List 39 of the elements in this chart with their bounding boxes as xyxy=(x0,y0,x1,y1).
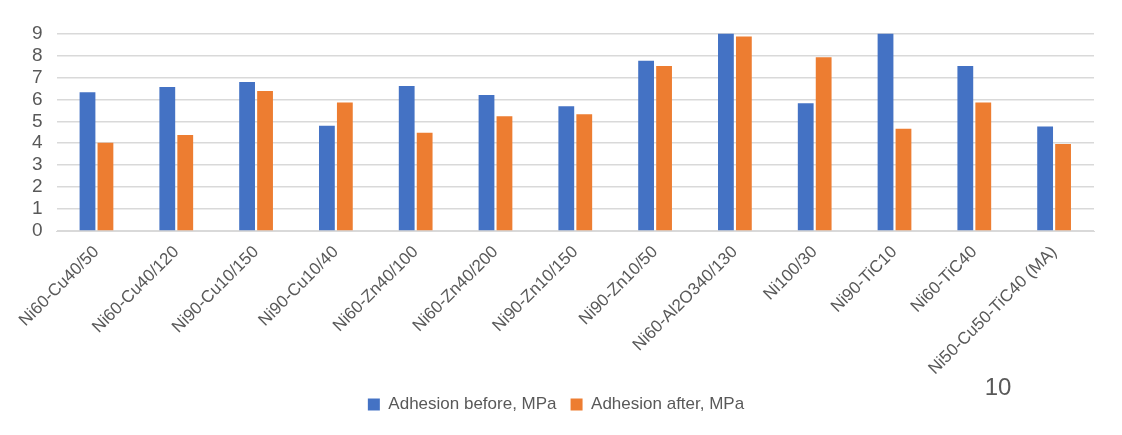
bar xyxy=(1055,144,1071,231)
legend-label: Adhesion before, MPa xyxy=(388,394,558,414)
bar xyxy=(1037,126,1054,231)
y-tick-label: 5 xyxy=(31,109,43,131)
y-tick-label: 6 xyxy=(31,87,43,109)
bar xyxy=(975,102,992,231)
y-tick-label: 2 xyxy=(31,175,43,197)
bar xyxy=(735,36,752,231)
bar xyxy=(319,125,335,231)
bar xyxy=(496,116,513,231)
bar xyxy=(79,92,96,231)
bar xyxy=(576,114,593,231)
bar xyxy=(558,106,575,231)
y-tick-label: 8 xyxy=(31,43,43,65)
bar xyxy=(957,65,974,231)
bar xyxy=(797,103,814,231)
y-tick-label: 0 xyxy=(31,219,43,241)
text: 10 xyxy=(984,372,1012,400)
bar xyxy=(336,102,353,231)
bar xyxy=(416,132,433,231)
legend-label: Adhesion after, MPa xyxy=(591,394,745,414)
bar xyxy=(877,33,894,231)
bar xyxy=(398,85,415,231)
y-tick-label: 7 xyxy=(31,65,43,87)
bar xyxy=(159,87,176,231)
bar xyxy=(638,60,655,231)
bar xyxy=(97,142,114,231)
bar xyxy=(177,134,194,231)
bar xyxy=(239,81,255,231)
y-tick-label: 9 xyxy=(31,21,43,43)
y-tick-label: 1 xyxy=(31,197,43,219)
y-tick-label: 4 xyxy=(31,131,43,153)
bar xyxy=(478,94,495,231)
bar xyxy=(718,33,734,231)
bar xyxy=(257,90,273,231)
bar xyxy=(895,128,912,231)
y-tick-label: 3 xyxy=(31,153,43,175)
bar xyxy=(656,65,672,231)
bar xyxy=(815,57,832,231)
